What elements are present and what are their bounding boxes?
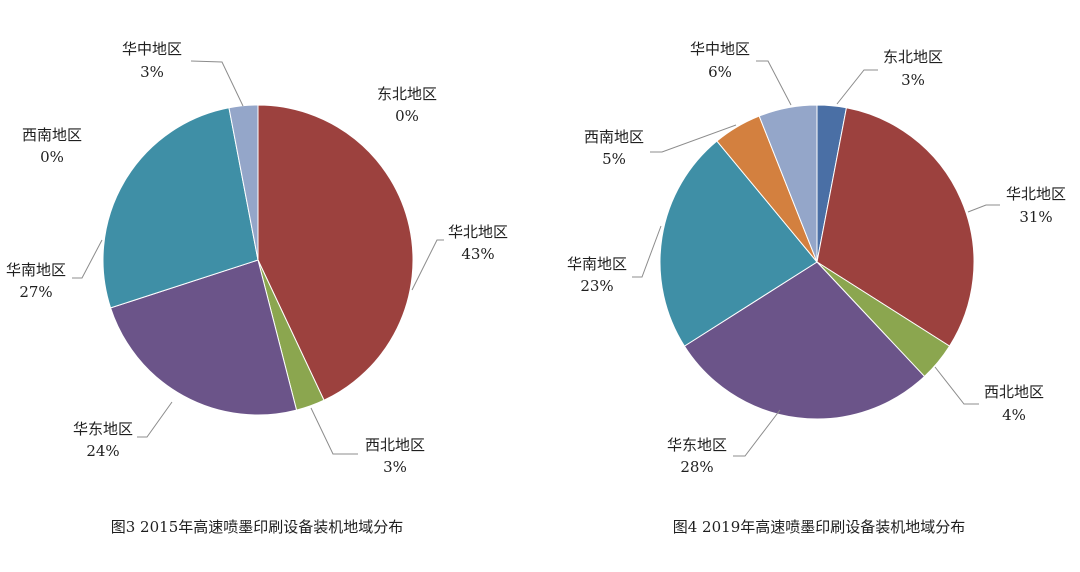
label-name-east: 华东地区: [73, 420, 133, 438]
label-name-northeast: 东北地区: [377, 85, 437, 103]
label-name-south: 华南地区: [567, 255, 627, 273]
label-name-central: 华中地区: [690, 40, 750, 58]
leader-line-northeast: [836, 69, 878, 105]
pie-slice-central: [228, 104, 259, 261]
label-value-northwest: 3%: [383, 458, 407, 476]
leader-line-south: [72, 239, 103, 279]
pie-slice-south: [659, 140, 818, 347]
leader-line-east: [733, 409, 781, 457]
pie-slice-north: [257, 104, 414, 401]
pie-slice-east: [109, 259, 298, 416]
pie-chart-2015: 华中地区 3% 东北地区 0% 西南地区 0% 华北地区 43% 华南地区 27…: [6, 40, 508, 536]
label-value-northwest: 4%: [1002, 406, 1026, 424]
leader-line-north: [967, 204, 1000, 213]
label-value-northeast: 3%: [901, 71, 925, 89]
caption-2019: 图4 2019年高速喷墨印刷设备装机地域分布: [673, 518, 966, 536]
label-value-east: 28%: [680, 458, 713, 476]
leader-line-south: [632, 225, 662, 278]
label-name-south: 华南地区: [6, 261, 66, 279]
label-name-southwest: 西南地区: [22, 126, 82, 144]
label-value-north: 43%: [461, 245, 494, 263]
label-value-south: 27%: [19, 283, 52, 301]
label-value-southwest: 5%: [602, 150, 626, 168]
label-value-south: 23%: [580, 277, 613, 295]
pie-slices-2015: [102, 104, 414, 416]
label-name-east: 华东地区: [667, 436, 727, 454]
label-value-north: 31%: [1019, 208, 1052, 226]
label-name-northwest: 西北地区: [365, 436, 425, 454]
label-value-northeast: 0%: [395, 107, 419, 125]
label-value-central: 6%: [708, 63, 732, 81]
leader-lines-2015: [72, 60, 444, 455]
pie-chart-2019: 华中地区 6% 东北地区 3% 西南地区 5% 华北地区 31% 华南地区 23…: [567, 40, 1066, 536]
leader-line-east: [137, 401, 173, 438]
label-value-east: 24%: [86, 442, 119, 460]
leader-lines-2019: [632, 60, 1000, 457]
leader-line-central: [756, 60, 792, 106]
leader-line-northwest: [934, 366, 979, 405]
label-value-southwest: 0%: [40, 148, 64, 166]
leader-line-north: [411, 239, 444, 291]
pie-slice-south: [102, 107, 259, 309]
label-name-northeast: 东北地区: [883, 48, 943, 66]
label-name-north: 华北地区: [448, 223, 508, 241]
label-name-northwest: 西北地区: [984, 383, 1044, 401]
data-labels-2015: 华中地区 3% 东北地区 0% 西南地区 0% 华北地区 43% 华南地区 27…: [6, 40, 508, 476]
pie-slice-central: [758, 104, 818, 263]
label-name-central: 华中地区: [122, 40, 182, 58]
label-name-north: 华北地区: [1006, 185, 1066, 203]
leader-line-southwest: [650, 124, 737, 153]
leader-line-northwest: [310, 407, 358, 455]
caption-2015: 图3 2015年高速喷墨印刷设备装机地域分布: [111, 518, 404, 536]
label-name-southwest: 西南地区: [584, 128, 644, 146]
pie-slice-east: [683, 261, 926, 420]
label-value-central: 3%: [140, 63, 164, 81]
leader-line-central: [190, 60, 244, 107]
data-labels-2019: 华中地区 6% 东北地区 3% 西南地区 5% 华北地区 31% 华南地区 23…: [567, 40, 1066, 476]
pie-slices-2019: [659, 104, 975, 420]
